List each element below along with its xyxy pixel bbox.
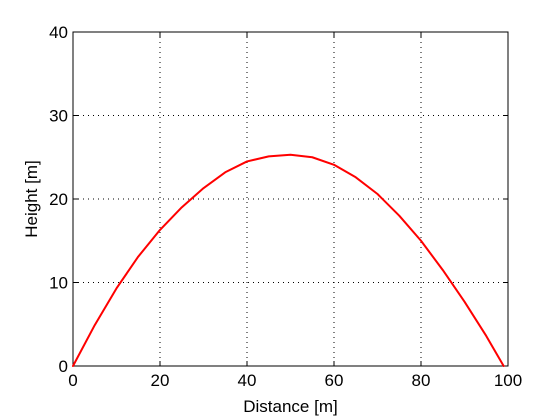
y-tick-label-2: 20 [49, 190, 68, 209]
x-tick-labels: 0 20 40 60 80 100 [68, 371, 522, 390]
y-tick-label-3: 30 [49, 107, 68, 126]
y-tick-label-0: 0 [59, 357, 68, 376]
x-tick-label-5: 100 [494, 371, 522, 390]
y-axis-label: Height [m] [22, 160, 41, 237]
y-tick-label-1: 10 [49, 274, 68, 293]
y-tick-labels: 0 10 20 30 40 [49, 23, 68, 376]
x-tick-label-1: 20 [151, 371, 170, 390]
x-tick-label-4: 80 [412, 371, 431, 390]
tick-marks [72, 31, 509, 367]
series-line-0 [72, 153, 505, 367]
x-tick-label-0: 0 [68, 371, 77, 390]
x-tick-label-3: 60 [325, 371, 344, 390]
series-layer [72, 153, 505, 367]
x-tick-label-2: 40 [238, 371, 257, 390]
y-tick-label-4: 40 [49, 23, 68, 42]
grid [73, 32, 508, 366]
x-axis-label: Distance [m] [243, 397, 337, 416]
